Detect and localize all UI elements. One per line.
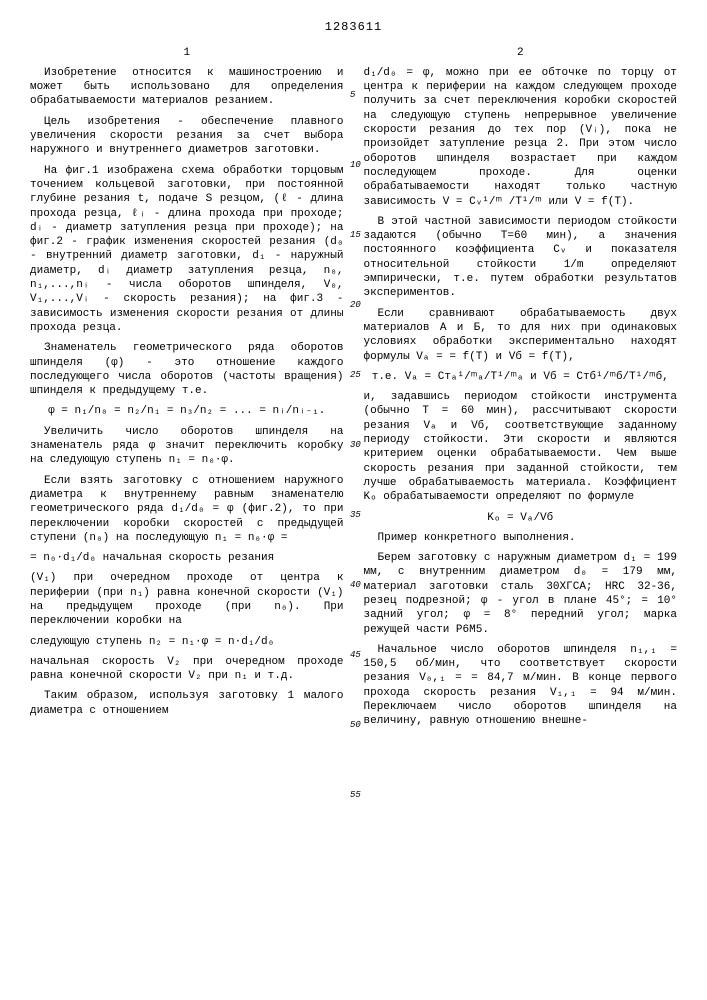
line-marker: 20: [350, 300, 361, 312]
paragraph: и, задавшись периодом стойкости инструме…: [364, 390, 678, 504]
paragraph: (V₁) при очередном проходе от центра к п…: [30, 571, 344, 628]
page: 1283611 5 10 15 20 25 30 35 40 45 50 55 …: [30, 20, 677, 735]
line-marker: 25: [350, 370, 361, 382]
line-marker: 10: [350, 160, 361, 172]
left-column: 1 Изобретение относится к машиностроению…: [30, 46, 344, 735]
line-marker: 55: [350, 790, 361, 802]
paragraph: начальная скорость V₂ при очередном прох…: [30, 655, 344, 684]
document-number: 1283611: [30, 20, 677, 36]
line-marker: 35: [350, 510, 361, 522]
paragraph: Берем заготовку с наружным диаметром d₁ …: [364, 551, 678, 637]
formula: т.е. Vₐ = Cтₐ¹/ᵐₐ/T¹/ᵐₐ и Vб = Cтб¹/ᵐб/T…: [364, 370, 678, 384]
paragraph: d₁/d₀ = φ, можно при ее обточке по торцу…: [364, 66, 678, 209]
paragraph: На фиг.1 изображена схема обработки торц…: [30, 164, 344, 336]
paragraph: Начальное число оборотов шпинделя n₁,₁ =…: [364, 643, 678, 729]
line-marker: 30: [350, 440, 361, 452]
column-number-right: 2: [364, 46, 678, 60]
paragraph: следующую ступень n₂ = n₁·φ = n·d₁/d₀: [30, 635, 344, 649]
paragraph: = n₀·d₁/d₀ начальная скорость резания: [30, 551, 344, 565]
paragraph: Таким образом, используя заготовку 1 мал…: [30, 689, 344, 718]
paragraph: Знаменатель геометрического ряда оборото…: [30, 341, 344, 398]
paragraph: В этой частной зависимости периодом стой…: [364, 215, 678, 301]
paragraph: Цель изобретения - обеспечение плавного …: [30, 115, 344, 158]
line-marker: 50: [350, 720, 361, 732]
line-marker: 5: [350, 90, 355, 102]
paragraph: Увеличить число оборотов шпинделя на зна…: [30, 425, 344, 468]
line-marker: 40: [350, 580, 361, 592]
paragraph: Пример конкретного выполнения.: [364, 531, 678, 545]
paragraph: Если взять заготовку с отношением наружн…: [30, 474, 344, 545]
column-number-left: 1: [30, 46, 344, 60]
line-marker: 15: [350, 230, 361, 242]
two-column-layout: 1 Изобретение относится к машиностроению…: [30, 46, 677, 735]
paragraph: Изобретение относится к машиностроению и…: [30, 66, 344, 109]
formula: φ = n₁/n₀ = n₂/n₁ = n₃/n₂ = ... = nᵢ/nᵢ₋…: [30, 404, 344, 418]
formula: Kₒ = Vₐ/Vб: [364, 511, 678, 525]
right-column: 2 d₁/d₀ = φ, можно при ее обточке по тор…: [364, 46, 678, 735]
line-marker: 45: [350, 650, 361, 662]
paragraph: Если сравнивают обрабатываемость двух ма…: [364, 307, 678, 364]
